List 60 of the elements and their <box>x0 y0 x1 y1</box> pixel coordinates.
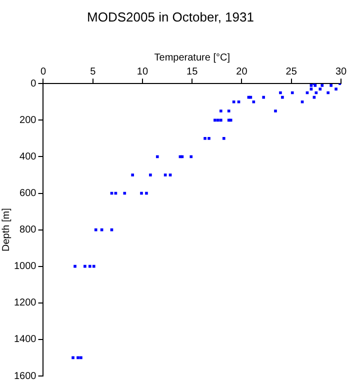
point <box>74 264 76 268</box>
y-tick-label: 1600 <box>14 370 37 382</box>
point <box>80 356 82 360</box>
point <box>92 264 96 268</box>
x-tick-label: 10 <box>136 66 148 78</box>
point <box>131 174 134 176</box>
y-tick-label: 1000 <box>14 261 37 272</box>
point <box>72 356 74 360</box>
point <box>310 84 313 87</box>
point <box>252 100 256 104</box>
point <box>214 118 216 122</box>
point <box>164 174 167 176</box>
point <box>310 88 313 90</box>
point <box>219 118 222 122</box>
y-tick-label: 800 <box>20 224 37 236</box>
point <box>326 91 330 94</box>
point <box>84 264 86 268</box>
point <box>140 192 143 195</box>
point <box>274 110 277 112</box>
point <box>156 155 159 158</box>
x-tick-label: 20 <box>236 66 248 78</box>
point <box>88 264 92 268</box>
point <box>123 192 126 195</box>
point <box>290 91 294 94</box>
point <box>216 118 220 122</box>
point <box>190 155 193 158</box>
y-tick-label: 0 <box>30 78 37 90</box>
point <box>300 100 304 104</box>
point <box>320 84 324 87</box>
point <box>281 96 284 99</box>
y-axis-title: Depth [m] <box>0 208 12 252</box>
y-tick-label: 1200 <box>14 298 37 309</box>
x-tick-label: 0 <box>40 66 46 78</box>
y-tick-label: 400 <box>20 151 37 162</box>
x-tick-label: 15 <box>186 66 198 78</box>
point <box>227 110 230 112</box>
chart-title: MODS2005 in October, 1931 <box>87 9 254 24</box>
point <box>330 84 332 87</box>
point <box>168 174 172 176</box>
point <box>149 174 152 176</box>
x-tick-label: 25 <box>286 66 298 78</box>
x-axis-title: Temperature [°C] <box>154 52 230 64</box>
point <box>318 88 322 90</box>
point <box>232 100 236 104</box>
point <box>94 228 98 232</box>
point <box>76 356 80 360</box>
point <box>208 137 210 140</box>
point <box>334 88 338 90</box>
point <box>219 110 222 112</box>
point <box>145 192 148 195</box>
x-tick-label: 5 <box>90 66 96 78</box>
x-tick-label: 30 <box>335 66 347 78</box>
point <box>204 137 206 140</box>
point <box>262 96 265 99</box>
y-tick-label: 200 <box>20 114 37 126</box>
point <box>237 100 240 104</box>
point <box>222 137 226 140</box>
y-tick-label: 600 <box>20 188 37 199</box>
point <box>279 91 282 94</box>
y-tick-label: 1400 <box>14 334 37 346</box>
